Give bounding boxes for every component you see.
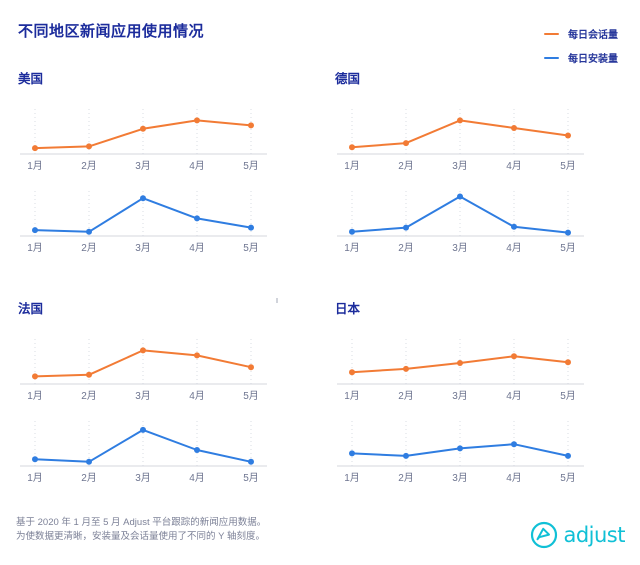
chart-usa-installs: 1月 2月 3月 4月 5月	[14, 188, 278, 254]
chart-usa-sessions: 1月 2月 3月 4月 5月	[14, 106, 278, 172]
chart-germany-sessions: 1月 2月 3月 4月 5月	[331, 106, 595, 172]
legend-item-installs: 每日安装量	[544, 50, 618, 65]
svg-text:3月: 3月	[452, 390, 468, 402]
legend-label-sessions: 每日会话量	[568, 30, 618, 41]
svg-text:1月: 1月	[344, 242, 360, 254]
svg-text:1月: 1月	[27, 160, 43, 172]
svg-text:3月: 3月	[452, 472, 468, 484]
chart-germany-installs: 1月 2月 3月 4月 5月	[331, 188, 595, 254]
panel-title-germany: 德国	[335, 72, 361, 86]
svg-text:5月: 5月	[560, 390, 576, 402]
svg-text:1月: 1月	[344, 472, 360, 484]
legend: 每日会话量 每日安装量	[544, 26, 618, 74]
panel-title-usa: 美国	[18, 72, 44, 86]
adjust-logo-text: adjust	[563, 523, 625, 547]
footer-note-line1: 基于 2020 年 1 月至 5 月 Adjust 平台跟踪的新闻应用数据。	[16, 517, 267, 528]
svg-text:5月: 5月	[560, 160, 576, 172]
legend-item-sessions: 每日会话量	[544, 26, 618, 41]
adjust-logo: adjust	[530, 521, 625, 549]
footer-note-line2: 为使数据更清晰，安装量及会话量使用了不同的 Y 轴刻度。	[16, 531, 265, 542]
svg-text:4月: 4月	[189, 472, 205, 484]
svg-text:2月: 2月	[81, 472, 97, 484]
svg-text:1月: 1月	[27, 242, 43, 254]
panel-japan: 日本 1月 2月 3月 4月 5月 1月 2月 3月 4月 5月	[331, 298, 603, 484]
svg-text:2月: 2月	[81, 390, 97, 402]
svg-text:2月: 2月	[398, 242, 414, 254]
sessions-line-swatch	[544, 32, 559, 35]
page-title: 不同地区新闻应用使用情况	[18, 23, 205, 40]
footer-note: 基于 2020 年 1 月至 5 月 Adjust 平台跟踪的新闻应用数据。 为…	[16, 516, 266, 544]
svg-text:1月: 1月	[27, 472, 43, 484]
svg-text:4月: 4月	[189, 160, 205, 172]
svg-text:5月: 5月	[560, 242, 576, 254]
svg-text:4月: 4月	[189, 390, 205, 402]
chart-japan-installs: 1月 2月 3月 4月 5月	[331, 418, 595, 484]
svg-text:3月: 3月	[135, 472, 151, 484]
svg-text:4月: 4月	[189, 242, 205, 254]
chart-japan-sessions: 1月 2月 3月 4月 5月	[331, 336, 595, 402]
panel-title-france: 法国	[18, 302, 44, 316]
svg-text:4月: 4月	[506, 472, 522, 484]
svg-text:2月: 2月	[81, 242, 97, 254]
svg-text:1月: 1月	[344, 160, 360, 172]
installs-line-swatch	[544, 56, 559, 59]
svg-text:5月: 5月	[243, 472, 259, 484]
svg-text:3月: 3月	[135, 242, 151, 254]
svg-text:2月: 2月	[398, 472, 414, 484]
svg-text:3月: 3月	[135, 160, 151, 172]
panel-france: 法国 1月 2月 3月 4月 5月 1月 2月 3月 4月 5月	[14, 298, 286, 484]
panel-germany: 德国 1月 2月 3月 4月 5月 1月 2月 3月 4月 5月	[331, 68, 603, 254]
svg-text:5月: 5月	[243, 242, 259, 254]
svg-text:4月: 4月	[506, 160, 522, 172]
panel-title-japan: 日本	[335, 302, 361, 316]
svg-text:4月: 4月	[506, 390, 522, 402]
svg-text:2月: 2月	[398, 160, 414, 172]
svg-text:2月: 2月	[81, 160, 97, 172]
stray-artifact	[276, 298, 278, 303]
svg-text:1月: 1月	[344, 390, 360, 402]
svg-text:3月: 3月	[452, 242, 468, 254]
panel-usa: 美国 1月 2月 3月 4月 5月 1月 2月 3月 4月 5月	[14, 68, 286, 254]
svg-text:5月: 5月	[560, 472, 576, 484]
svg-text:2月: 2月	[398, 390, 414, 402]
legend-label-installs: 每日安装量	[568, 54, 618, 65]
adjust-logo-icon	[531, 521, 558, 549]
chart-france-installs: 1月 2月 3月 4月 5月	[14, 418, 278, 484]
svg-text:3月: 3月	[135, 390, 151, 402]
svg-text:5月: 5月	[243, 160, 259, 172]
svg-text:3月: 3月	[452, 160, 468, 172]
svg-text:4月: 4月	[506, 242, 522, 254]
chart-france-sessions: 1月 2月 3月 4月 5月	[14, 336, 278, 402]
svg-text:5月: 5月	[243, 390, 259, 402]
svg-text:1月: 1月	[27, 390, 43, 402]
